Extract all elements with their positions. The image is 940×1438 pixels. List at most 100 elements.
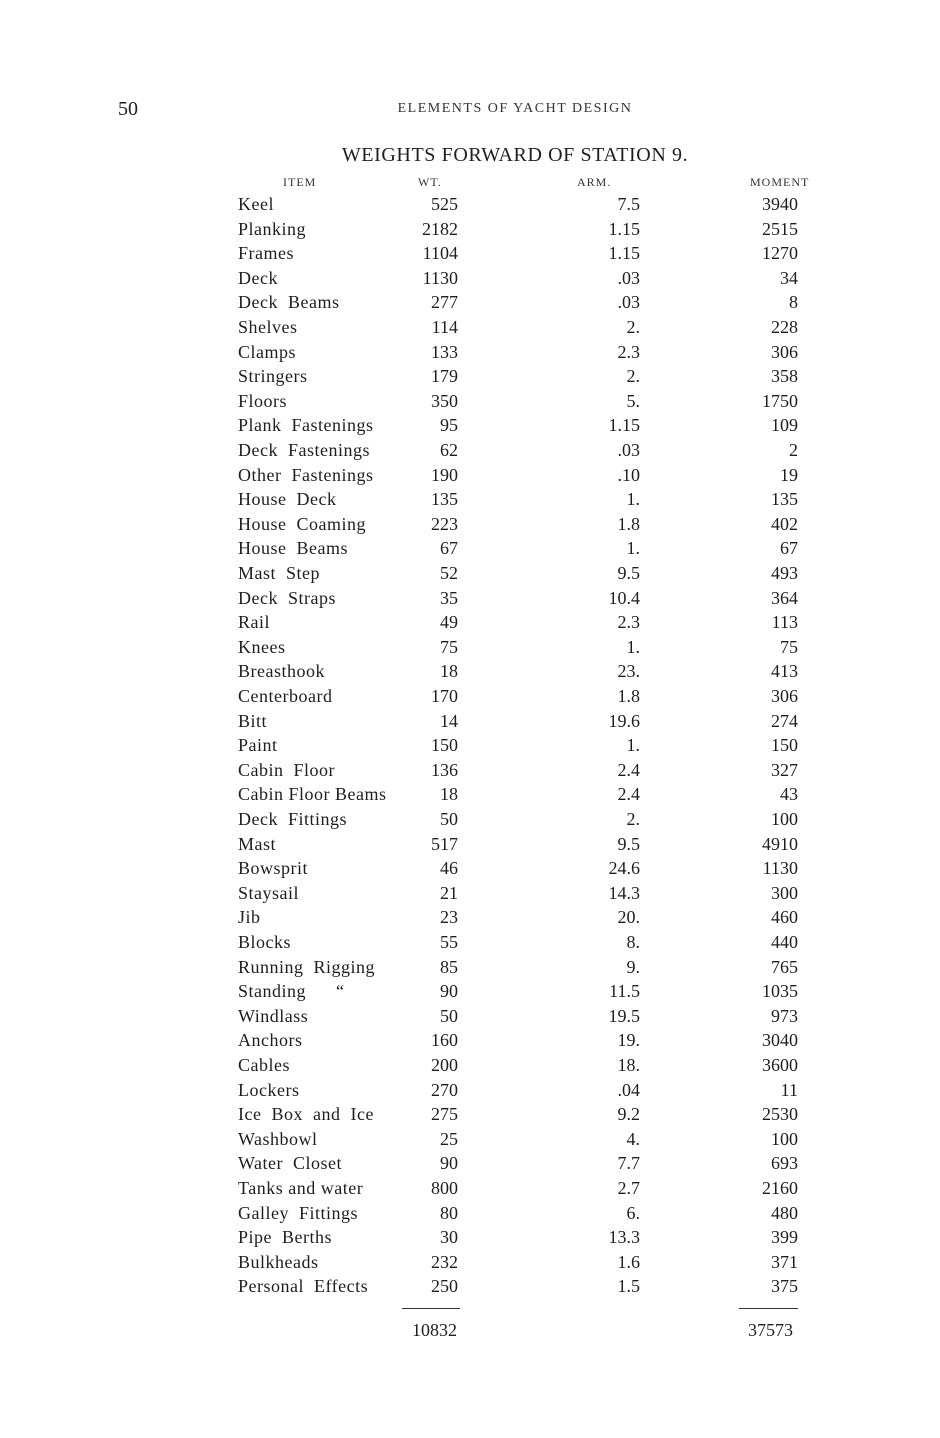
- table-row: Bowsprit 46 24.6 1130: [0, 858, 940, 882]
- cell-arm: 1.15: [608, 415, 641, 436]
- cell-wt: 18: [440, 784, 458, 805]
- cell-wt: 250: [431, 1276, 458, 1297]
- cell-arm: 1.15: [608, 218, 641, 239]
- cell-arm: 11.5: [609, 981, 640, 1002]
- cell-arm: 8.: [626, 932, 641, 952]
- cell-arm: 2.: [626, 809, 641, 829]
- cell-wt: 75: [440, 636, 458, 657]
- cell-item: Keel: [238, 194, 274, 214]
- cell-wt: 52: [440, 563, 458, 583]
- cell-item: Shelves: [238, 317, 298, 337]
- cell-mom: 3040: [762, 1030, 798, 1051]
- cell-mom: 402: [771, 513, 798, 534]
- cell-mom: 1035: [762, 981, 798, 1002]
- table-row: Lockers 270 .04 11: [0, 1080, 940, 1104]
- table-row: Deck Fastenings 62 .03 2: [0, 440, 940, 464]
- table-row: Deck Fittings 50 2. 100: [0, 809, 940, 833]
- cell-item: Plank Fastenings: [238, 415, 374, 436]
- cell-item: Galley Fittings: [238, 1202, 358, 1223]
- table-row: Cabin Floor 136 2.4 327: [0, 760, 940, 784]
- cell-arm: 2.: [626, 366, 641, 387]
- cell-mom: 135: [771, 489, 798, 510]
- header-wt: WT.: [418, 175, 442, 189]
- cell-wt: 114: [431, 317, 458, 337]
- cell-item: Rail: [238, 612, 270, 633]
- cell-wt: 170: [431, 686, 458, 706]
- cell-wt: 200: [431, 1055, 458, 1075]
- cell-arm: 19.5: [608, 1005, 641, 1026]
- cell-wt: 135: [431, 489, 458, 510]
- cell-item: Deck Fastenings: [238, 440, 370, 460]
- table-row: Mast Step 52 9.5 493: [0, 563, 940, 587]
- table-row: Staysail 21 14.3 300: [0, 883, 940, 907]
- cell-arm: 1.5: [617, 1276, 641, 1297]
- table-row: Stringers 179 2. 358: [0, 366, 940, 390]
- cell-wt: 25: [440, 1128, 458, 1149]
- table-row: Running Rigging 85 9. 765: [0, 957, 940, 981]
- table-row: Windlass 50 19.5 973: [0, 1006, 940, 1030]
- cell-arm: 2.4: [617, 759, 641, 780]
- cell-item: Blocks: [238, 932, 292, 952]
- cell-mom: 228: [771, 317, 798, 337]
- cell-item: Planking: [238, 218, 307, 239]
- cell-arm: 13.3: [608, 1227, 641, 1248]
- cell-wt: 136: [431, 759, 458, 780]
- cell-wt: 1104: [422, 243, 458, 264]
- cell-mom: 765: [771, 956, 798, 977]
- table-row: Ice Box and Ice 275 9.2 2530: [0, 1104, 940, 1128]
- cell-mom: 300: [771, 882, 798, 903]
- cell-mom: 75: [780, 636, 798, 657]
- cell-arm: 2.3: [617, 612, 641, 633]
- table-row: Frames 1104 1.15 1270: [0, 243, 940, 267]
- cell-mom: 306: [771, 341, 798, 362]
- moment-total-rule: [739, 1308, 798, 1309]
- cell-wt: 133: [431, 341, 458, 362]
- cell-item: Personal Effects: [238, 1276, 369, 1297]
- table-row: Galley Fittings 80 6. 480: [0, 1203, 940, 1227]
- table-row: Blocks 55 8. 440: [0, 932, 940, 956]
- cell-item: Staysail: [238, 882, 299, 903]
- cell-wt: 18: [440, 661, 458, 682]
- cell-mom: 440: [771, 932, 798, 952]
- cell-arm: 19.6: [608, 710, 641, 731]
- cell-wt: 800: [431, 1178, 458, 1198]
- cell-arm: 2.3: [617, 341, 641, 362]
- cell-item: Standing “: [238, 981, 345, 1002]
- cell-item: Deck Straps: [238, 587, 336, 608]
- header-item: ITEM: [283, 175, 317, 189]
- cell-wt: 46: [440, 858, 458, 879]
- cell-mom: 1130: [762, 858, 798, 879]
- cell-wt: 50: [440, 1005, 458, 1026]
- cell-item: Centerboard: [238, 686, 333, 706]
- cell-mom: 306: [771, 686, 798, 706]
- cell-arm: 9.2: [617, 1104, 641, 1125]
- cell-item: House Coaming: [238, 513, 366, 534]
- cell-mom: 11: [780, 1079, 798, 1100]
- cell-wt: 179: [431, 366, 458, 387]
- cell-item: Floors: [238, 390, 288, 411]
- table-row: Keel 525 7.5 3940: [0, 194, 940, 218]
- cell-item: Clamps: [238, 341, 297, 362]
- cell-arm: 23.: [617, 661, 641, 682]
- cell-arm: .04: [617, 1079, 641, 1100]
- cell-wt: 55: [440, 932, 458, 952]
- table-row: Personal Effects 250 1.5 375: [0, 1276, 940, 1300]
- cell-arm: .03: [617, 292, 641, 313]
- table-row: Water Closet 90 7.7 693: [0, 1153, 940, 1177]
- cell-item: Pipe Berths: [238, 1227, 332, 1248]
- cell-wt: 275: [431, 1104, 458, 1125]
- cell-item: Mast Step: [238, 563, 321, 583]
- cell-wt: 80: [440, 1202, 458, 1223]
- cell-arm: 9.: [626, 956, 641, 977]
- cell-item: Washbowl: [238, 1128, 318, 1149]
- cell-arm: 7.7: [617, 1153, 641, 1174]
- table-row: Floors 350 5. 1750: [0, 391, 940, 415]
- cell-mom: 100: [771, 1128, 798, 1149]
- table-row: House Coaming 223 1.8 402: [0, 514, 940, 538]
- cell-item: Deck Fittings: [238, 809, 347, 829]
- cell-mom: 150: [771, 735, 798, 756]
- table-row: Other Fastenings 190 .10 19: [0, 465, 940, 489]
- cell-item: Bowsprit: [238, 858, 309, 879]
- cell-wt: 350: [431, 390, 458, 411]
